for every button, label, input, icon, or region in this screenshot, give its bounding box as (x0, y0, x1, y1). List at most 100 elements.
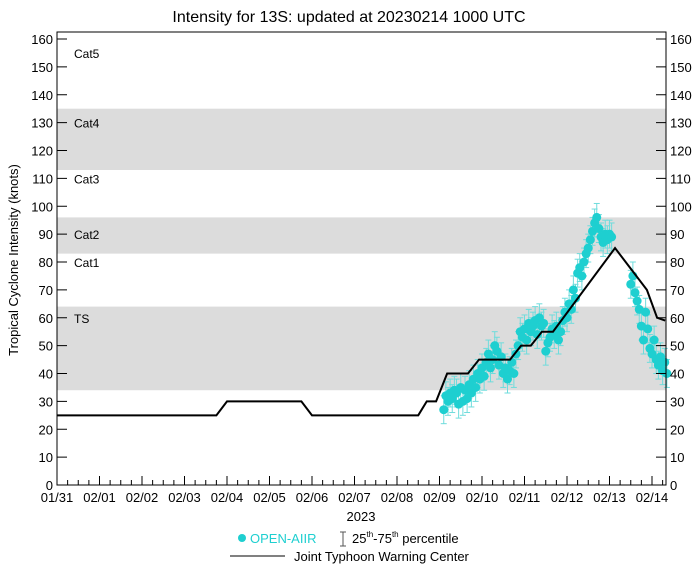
open-aiir-point (632, 296, 642, 306)
legend-percentile-icon (340, 531, 346, 547)
y-tick-label-left: 140 (31, 88, 53, 103)
x-tick-label: 02/01 (83, 490, 116, 505)
x-tick-label: 02/07 (338, 490, 371, 505)
y-tick-label-left: 150 (31, 60, 53, 75)
y-tick-label-right: 90 (670, 227, 684, 242)
y-tick-label-right: 150 (670, 60, 692, 75)
x-tick-label: 02/13 (593, 490, 626, 505)
y-tick-label-right: 160 (670, 32, 692, 47)
category-label: Cat5 (74, 47, 100, 61)
open-aiir-point (486, 363, 495, 373)
y-tick-label-left: 70 (39, 283, 53, 298)
x-tick-label: 02/11 (509, 490, 541, 505)
open-aiir-point (554, 335, 563, 345)
open-aiir-point (592, 212, 602, 222)
open-aiir-point (630, 288, 640, 298)
chart-title: Intensity for 13S: updated at 20230214 1… (172, 9, 525, 26)
y-tick-label-right: 70 (670, 283, 684, 298)
legend-line-label: Joint Typhoon Warning Center (294, 549, 470, 564)
category-bands: TS Cat1 Cat2 Cat3 Cat4 Cat5 (57, 47, 666, 391)
x-tick-label: 02/02 (126, 490, 159, 505)
open-aiir-point (471, 382, 481, 392)
y-axis-label: Tropical Cyclone Intensity (knots) (6, 164, 21, 356)
open-aiir-point (662, 369, 672, 378)
category-band (57, 108, 666, 171)
open-aiir-point (626, 279, 636, 289)
legend-scatter-marker (238, 534, 246, 542)
open-aiir-point (532, 329, 542, 339)
open-aiir-point (643, 324, 653, 334)
jtwc-line (57, 246, 666, 417)
axes: 0 0 10 10 20 20 30 30 40 40 50 50 60 60 70 70 80 80 90 90 10… (31, 32, 691, 505)
y-tick-label-left: 90 (39, 227, 53, 242)
open-aiir-point (660, 357, 670, 367)
y-tick-label-right: 120 (670, 144, 692, 159)
y-tick-label-right: 130 (670, 116, 692, 131)
open-aiir-point (579, 257, 589, 267)
x-tick-label: 02/10 (466, 490, 499, 505)
y-tick-label-left: 60 (39, 311, 53, 326)
category-label: TS (74, 312, 89, 326)
category-label: Cat1 (74, 256, 100, 270)
y-tick-label-left: 0 (46, 478, 53, 493)
x-tick-label: 02/03 (168, 490, 201, 505)
y-tick-label-right: 0 (670, 478, 677, 493)
open-aiir-point (509, 369, 519, 378)
open-aiir-point (649, 335, 659, 345)
legend: OPEN-AIIR 25th-75th percentile Joint Typ… (230, 530, 470, 564)
y-tick-label-right: 60 (670, 311, 684, 326)
x-tick-label: 02/09 (423, 490, 456, 505)
y-tick-label-right: 100 (670, 199, 692, 214)
open-aiir-point (556, 327, 566, 337)
open-aiir-point (541, 346, 551, 356)
data-series (57, 202, 672, 425)
open-aiir-point (607, 232, 617, 242)
y-tick-label-right: 10 (670, 450, 684, 465)
open-aiir-point (439, 405, 449, 415)
open-aiir-point (594, 224, 604, 234)
y-tick-label-right: 110 (670, 171, 691, 186)
category-label: Cat3 (74, 172, 100, 186)
legend-percentile-label: 25th-75th percentile (352, 530, 459, 546)
open-aiir-point (568, 285, 578, 295)
plot-frame (56, 31, 667, 486)
y-tick-label-left: 80 (39, 255, 53, 270)
x-tick-label: 02/12 (551, 490, 584, 505)
category-label: Cat4 (74, 117, 100, 131)
y-tick-label-left: 10 (39, 450, 53, 465)
y-tick-label-right: 80 (670, 255, 684, 270)
legend-scatter-label: OPEN-AIIR (250, 531, 316, 546)
x-tick-label: 02/05 (253, 490, 286, 505)
y-tick-label-left: 100 (31, 199, 53, 214)
y-tick-label-left: 110 (32, 171, 53, 186)
y-tick-label-right: 30 (670, 394, 684, 409)
x-tick-label: 02/08 (381, 490, 414, 505)
open-aiir-point (583, 243, 593, 253)
y-tick-label-right: 50 (670, 339, 684, 354)
y-tick-label-right: 20 (670, 422, 684, 437)
open-aiir-point (503, 374, 512, 384)
x-tick-label: 02/14 (636, 490, 669, 505)
x-tick-label: 01/31 (41, 490, 74, 505)
open-aiir-point (522, 335, 532, 345)
y-tick-label-right: 140 (670, 88, 692, 103)
y-tick-label-left: 120 (31, 144, 53, 159)
open-aiir-point (479, 371, 489, 381)
category-band (57, 217, 666, 254)
x-tick-label: 02/06 (296, 490, 329, 505)
y-tick-label-left: 160 (31, 32, 53, 47)
x-tick-label: 02/04 (211, 490, 244, 505)
y-tick-label-right: 40 (670, 367, 684, 382)
y-tick-label-left: 50 (39, 339, 53, 354)
y-tick-label-left: 30 (39, 394, 53, 409)
y-tick-label-left: 40 (39, 367, 53, 382)
open-aiir-point (577, 271, 587, 281)
open-aiir-point (571, 293, 580, 303)
y-tick-label-left: 130 (31, 116, 53, 131)
category-band (57, 306, 666, 391)
open-aiir-point (585, 235, 595, 245)
open-aiir-point (539, 318, 549, 328)
open-aiir-point (641, 307, 651, 317)
x-axis-year-label: 2023 (347, 509, 376, 524)
